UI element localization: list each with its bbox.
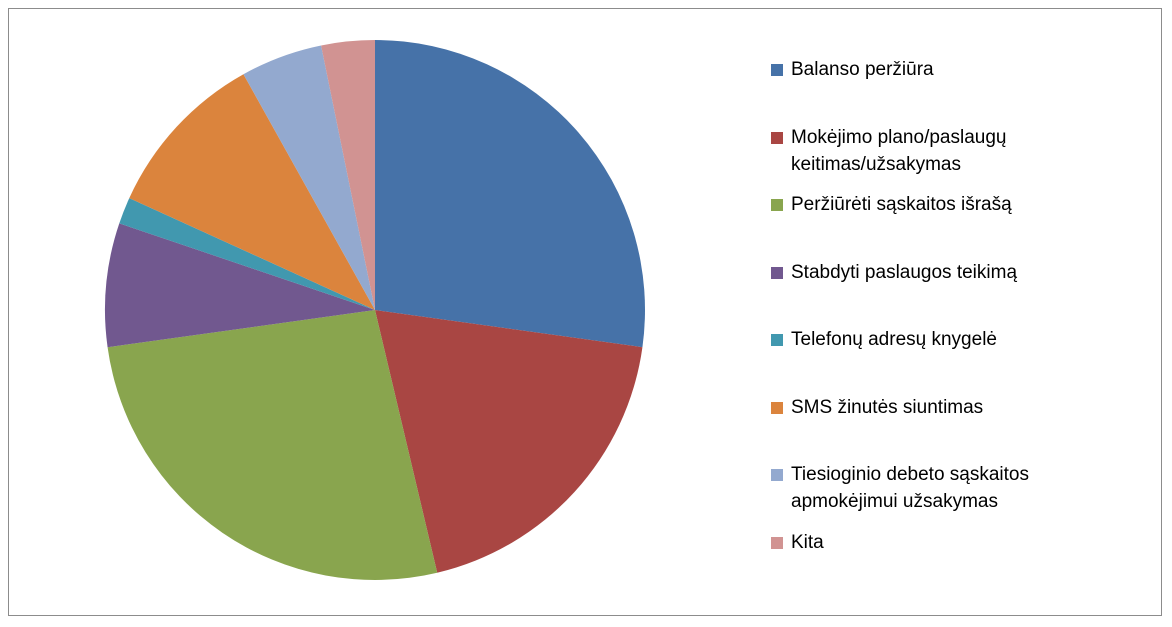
legend-label: Stabdyti paslaugos teikimą xyxy=(791,261,1018,283)
legend-entry: Stabdyti paslaugos teikimą xyxy=(771,259,1101,286)
pie-slice xyxy=(104,223,375,348)
legend-swatch xyxy=(771,266,783,279)
legend-label: Telefonų adresų knygelė xyxy=(791,329,997,350)
legend-swatch xyxy=(771,199,783,211)
legend-label: Tiesioginio debeto sąskaitos apmokėjimui… xyxy=(791,464,1029,512)
chart-frame xyxy=(8,8,1162,616)
legend-swatch xyxy=(771,469,783,481)
legend-entry: SMS žinutės siuntimas xyxy=(771,394,1101,421)
legend-label: Balanso peržiūra xyxy=(791,59,934,80)
pie-slice xyxy=(375,40,645,348)
legend-entry: Mokėjimo plano/paslaugų keitimas/užsakym… xyxy=(771,124,1101,178)
pie-slice xyxy=(321,40,375,310)
legend-swatch xyxy=(771,536,783,549)
legend-swatch xyxy=(771,64,783,76)
pie-slice xyxy=(375,310,643,573)
legend-label: Kita xyxy=(791,531,824,553)
legend-swatch xyxy=(771,334,783,346)
legend-entry: Telefonų adresų knygelė xyxy=(771,326,1101,353)
pie-slice xyxy=(107,310,438,580)
pie-slice xyxy=(129,74,375,310)
pie-slice xyxy=(119,198,376,310)
legend-entry: Peržiūrėti sąskaitos išrašą xyxy=(771,191,1101,218)
legend-swatch xyxy=(771,131,783,144)
legend-entry: Kita xyxy=(771,529,1101,556)
legend-entry: Tiesioginio debeto sąskaitos apmokėjimui… xyxy=(771,461,1101,515)
legend-entry: Balanso peržiūra xyxy=(771,56,1101,83)
legend-swatch xyxy=(771,401,783,414)
legend-label: SMS žinutės siuntimas xyxy=(791,396,984,418)
legend-label: Mokėjimo plano/paslaugų keitimas/užsakym… xyxy=(791,126,1007,175)
pie-slice xyxy=(243,45,375,310)
legend-label: Peržiūrėti sąskaitos išrašą xyxy=(791,194,1012,215)
